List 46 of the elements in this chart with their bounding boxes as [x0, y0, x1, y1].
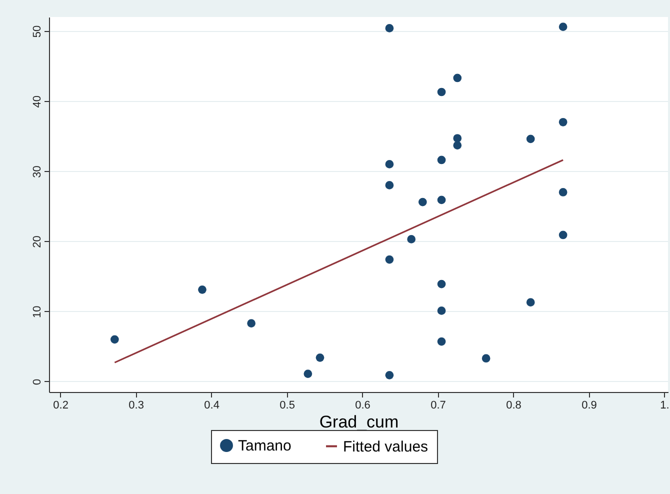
x-tick-label: 0.5 [280, 400, 295, 412]
point [316, 353, 324, 362]
point [558, 22, 568, 31]
point [385, 371, 394, 380]
point [526, 298, 535, 306]
point [385, 181, 394, 190]
x-tick-label: 0.6 [355, 400, 370, 412]
x-tick-label: 0.2 [53, 400, 68, 412]
legend-label: Tamano [238, 438, 292, 455]
point [453, 134, 462, 142]
y-tick-label: 20 [32, 236, 44, 248]
point [407, 235, 416, 244]
x-tick-label: 0.4 [204, 400, 220, 412]
y-tick-label: 30 [32, 166, 44, 178]
x-tick-label: 0.9 [582, 400, 597, 412]
point [198, 285, 206, 294]
point [437, 280, 446, 288]
point [558, 118, 568, 126]
point [418, 198, 427, 206]
point [453, 74, 462, 82]
x-tick-label: 1. [660, 400, 670, 412]
point [437, 337, 446, 346]
point [453, 141, 462, 150]
point [482, 354, 490, 363]
point [385, 255, 394, 264]
point [110, 335, 119, 344]
y-tick-label: 40 [32, 95, 44, 108]
point [558, 230, 568, 240]
x-axis-title: Grad_cum [319, 412, 399, 432]
y-tick-label: 50 [32, 25, 44, 38]
point [385, 160, 394, 168]
point [437, 306, 446, 315]
point [437, 88, 446, 96]
point [437, 156, 446, 164]
x-tick-label: 0.3 [128, 400, 144, 412]
point [558, 188, 568, 196]
point [437, 196, 446, 204]
y-tick-label: 10 [32, 306, 44, 318]
point [385, 24, 394, 32]
point [526, 134, 535, 144]
y-tick-label: 0 [32, 378, 44, 386]
legend-label: Fitted values [343, 438, 428, 456]
x-tick-label: 0.7 [430, 400, 446, 412]
point [304, 370, 312, 378]
point [247, 319, 256, 328]
x-tick-label: 0.8 [506, 400, 522, 412]
